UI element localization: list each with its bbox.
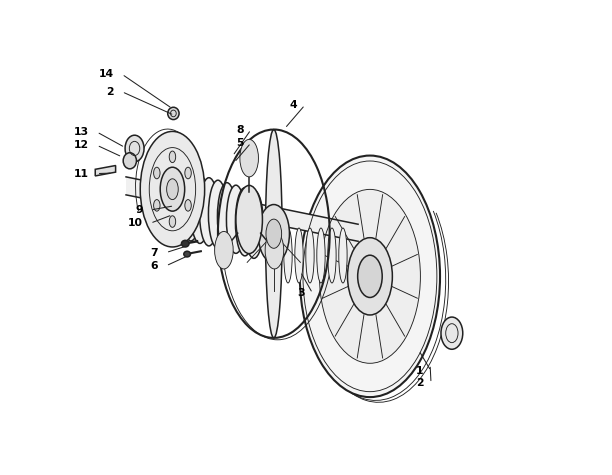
Text: 10: 10 (128, 218, 143, 228)
Ellipse shape (181, 173, 200, 241)
Ellipse shape (173, 170, 192, 238)
Ellipse shape (284, 228, 292, 283)
Ellipse shape (123, 153, 136, 169)
Text: 7: 7 (151, 247, 159, 257)
Polygon shape (126, 177, 358, 241)
Ellipse shape (244, 190, 263, 258)
Ellipse shape (209, 180, 228, 248)
Ellipse shape (226, 185, 245, 253)
Ellipse shape (339, 228, 347, 283)
Text: 13: 13 (74, 127, 89, 137)
Ellipse shape (295, 228, 303, 283)
Ellipse shape (170, 151, 176, 162)
Ellipse shape (215, 231, 233, 269)
Ellipse shape (185, 167, 192, 179)
Ellipse shape (166, 179, 178, 200)
Ellipse shape (357, 255, 382, 297)
Ellipse shape (185, 200, 192, 211)
Ellipse shape (140, 132, 204, 247)
Ellipse shape (328, 228, 336, 283)
Ellipse shape (200, 178, 218, 246)
Text: 8: 8 (236, 124, 244, 134)
Ellipse shape (154, 200, 160, 211)
Text: 6: 6 (151, 261, 159, 271)
Ellipse shape (306, 228, 314, 283)
Ellipse shape (348, 238, 392, 315)
Text: 5: 5 (236, 138, 244, 148)
Ellipse shape (319, 190, 420, 363)
Ellipse shape (236, 188, 255, 256)
Ellipse shape (265, 231, 284, 269)
Ellipse shape (266, 130, 282, 338)
Text: 9: 9 (135, 205, 143, 215)
Text: 14: 14 (99, 69, 114, 79)
Text: 2: 2 (416, 379, 424, 389)
Ellipse shape (190, 175, 209, 243)
Ellipse shape (184, 251, 190, 257)
Text: 3: 3 (297, 288, 305, 298)
Text: 1: 1 (416, 366, 424, 376)
Ellipse shape (160, 167, 185, 211)
Text: 11: 11 (74, 169, 89, 179)
Ellipse shape (317, 228, 325, 283)
Polygon shape (95, 165, 116, 176)
Ellipse shape (441, 317, 463, 349)
Ellipse shape (217, 183, 236, 251)
Ellipse shape (168, 107, 179, 120)
Ellipse shape (240, 139, 258, 177)
Ellipse shape (170, 216, 176, 228)
Ellipse shape (154, 167, 160, 179)
Text: 2: 2 (106, 86, 114, 96)
Ellipse shape (300, 156, 440, 397)
Text: 4: 4 (290, 100, 297, 110)
Ellipse shape (125, 135, 144, 162)
Ellipse shape (181, 240, 189, 247)
Ellipse shape (266, 219, 282, 248)
Ellipse shape (258, 205, 289, 263)
Text: 12: 12 (74, 140, 89, 150)
Ellipse shape (236, 185, 263, 254)
